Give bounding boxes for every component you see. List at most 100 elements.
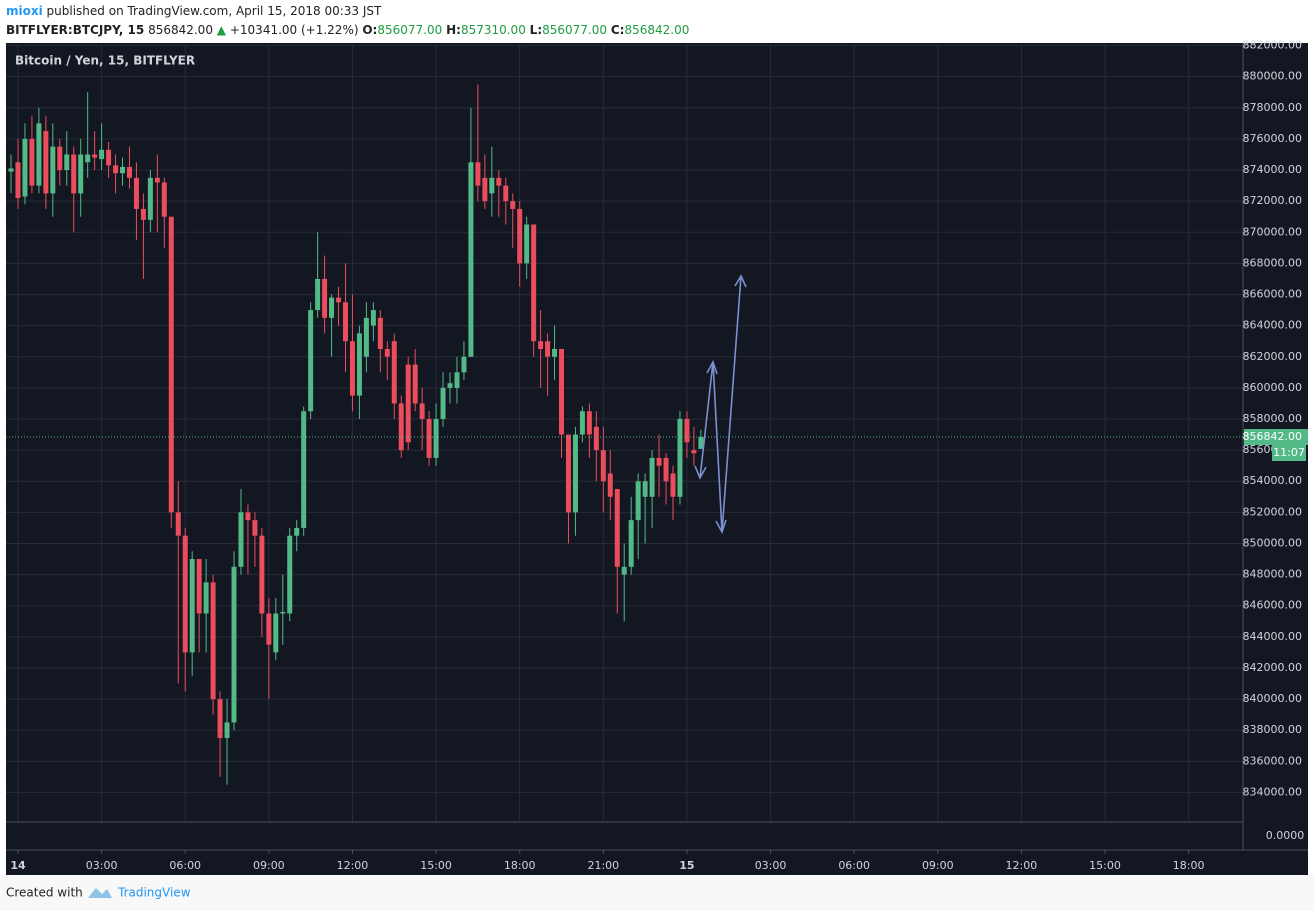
candle-body <box>308 310 314 412</box>
candle-body <box>36 123 42 186</box>
candle-body <box>217 699 223 738</box>
y-tick-label: 858000.00 <box>1243 412 1303 425</box>
countdown-box <box>1272 445 1306 462</box>
c-label: C: <box>611 23 625 37</box>
candle-body <box>71 154 77 194</box>
x-tick-label: 15 <box>679 859 694 872</box>
candle-body <box>336 297 342 303</box>
candle-body <box>496 177 502 186</box>
x-tick-label: 18:00 <box>504 859 536 872</box>
y-tick-label: 860000.00 <box>1243 381 1303 394</box>
candle-body <box>489 177 495 194</box>
candle-body <box>349 341 355 396</box>
header-line-2: BITFLYER:BTCJPY, 15 856842.00 ▲ +10341.0… <box>6 23 689 37</box>
candle-body <box>517 208 523 264</box>
candle-body <box>294 527 300 536</box>
y-tick-label: 846000.00 <box>1243 599 1303 612</box>
candle-body <box>106 149 112 166</box>
candle-body <box>656 457 662 466</box>
candle-body <box>447 383 453 388</box>
candle-body <box>579 411 585 435</box>
price: 856842.00 <box>148 23 213 37</box>
candle-body <box>99 149 105 160</box>
y-tick-label: 874000.00 <box>1243 163 1303 176</box>
candles <box>8 84 704 785</box>
candle-body <box>503 185 509 202</box>
candle-body <box>454 372 460 388</box>
o: 856077.00 <box>377 23 442 37</box>
y-tick-label: 840000.00 <box>1243 692 1303 705</box>
arrow-path <box>699 275 742 533</box>
candle-body <box>224 722 230 738</box>
candle-body <box>384 348 390 357</box>
x-tick-label: 14 <box>10 859 26 872</box>
arrow-head <box>734 274 747 288</box>
candle-body <box>85 154 91 163</box>
candle-body <box>628 520 634 567</box>
candle-body <box>510 201 516 209</box>
candle-body <box>161 182 167 217</box>
published: published on TradingView.com, April 15, … <box>47 4 382 18</box>
y-tick-label: 870000.00 <box>1243 225 1303 238</box>
candle-body <box>22 138 28 197</box>
candle-body <box>203 582 209 614</box>
candle-body <box>531 224 537 342</box>
y-tick-label: 864000.00 <box>1243 319 1303 332</box>
candle-body <box>280 611 286 614</box>
candle-body <box>600 450 606 482</box>
y-tick-label: 880000.00 <box>1243 70 1303 83</box>
candle-body <box>363 317 369 357</box>
candle-body <box>342 302 348 342</box>
candle-body <box>329 297 335 318</box>
x-tick-label: 09:00 <box>253 859 285 872</box>
x-tick-label: 03:00 <box>755 859 787 872</box>
candle-body <box>649 457 655 497</box>
labels: 834000.00 836000.00 838000.00 840000.00 8420… <box>6 39 1308 872</box>
candle-body <box>238 512 244 567</box>
y-tick-label: 866000.00 <box>1243 288 1303 301</box>
candle-body <box>412 364 418 404</box>
candle-body <box>273 613 279 653</box>
c: 856842.00 <box>624 23 689 37</box>
candle-body <box>147 177 153 220</box>
candle-body <box>92 154 98 158</box>
candle-body <box>120 166 126 174</box>
candle-body <box>113 165 119 174</box>
footer-brand[interactable]: TradingView <box>117 886 191 900</box>
y-tick-label: 862000.00 <box>1243 350 1303 363</box>
y-tick-label: 882000.00 <box>1243 39 1303 52</box>
h-label: H: <box>446 23 461 37</box>
lower-pane-label: 0.0000 <box>1266 829 1305 842</box>
y-tick-label: 838000.00 <box>1243 723 1303 736</box>
candle-body <box>398 403 404 451</box>
user[interactable]: mioxi <box>6 4 43 18</box>
candle-body <box>642 481 648 497</box>
candle-body <box>433 418 439 458</box>
candle-body <box>182 535 188 653</box>
candle-body <box>524 224 530 264</box>
y-tick-label: 868000.00 <box>1243 256 1303 269</box>
candle-body <box>538 341 544 349</box>
drawn-arrows <box>694 274 747 534</box>
x-tick-label: 06:00 <box>169 859 201 872</box>
l: 856077.00 <box>542 23 607 37</box>
l-label: L: <box>530 23 542 37</box>
arrow-head <box>715 519 727 534</box>
candle-body <box>266 613 272 645</box>
y-tick-label: 878000.00 <box>1243 101 1303 114</box>
y-tick-label: 872000.00 <box>1243 194 1303 207</box>
candle-body <box>133 177 139 209</box>
x-tick-label: 09:00 <box>922 859 954 872</box>
candle-body <box>315 278 321 311</box>
candle-body <box>635 481 641 521</box>
candle-body <box>426 418 432 458</box>
candle-body <box>78 154 84 194</box>
change: +10341.00 (+1.22%) <box>230 23 359 37</box>
candle-body <box>168 216 174 513</box>
candle-body <box>614 489 620 567</box>
candle-body <box>370 310 376 326</box>
candle-body <box>64 154 70 171</box>
chart-title: Bitcoin / Yen, 15, BITFLYER <box>15 54 195 68</box>
last-price-label: 856842.00 <box>1243 430 1303 443</box>
candle-body <box>621 566 627 575</box>
